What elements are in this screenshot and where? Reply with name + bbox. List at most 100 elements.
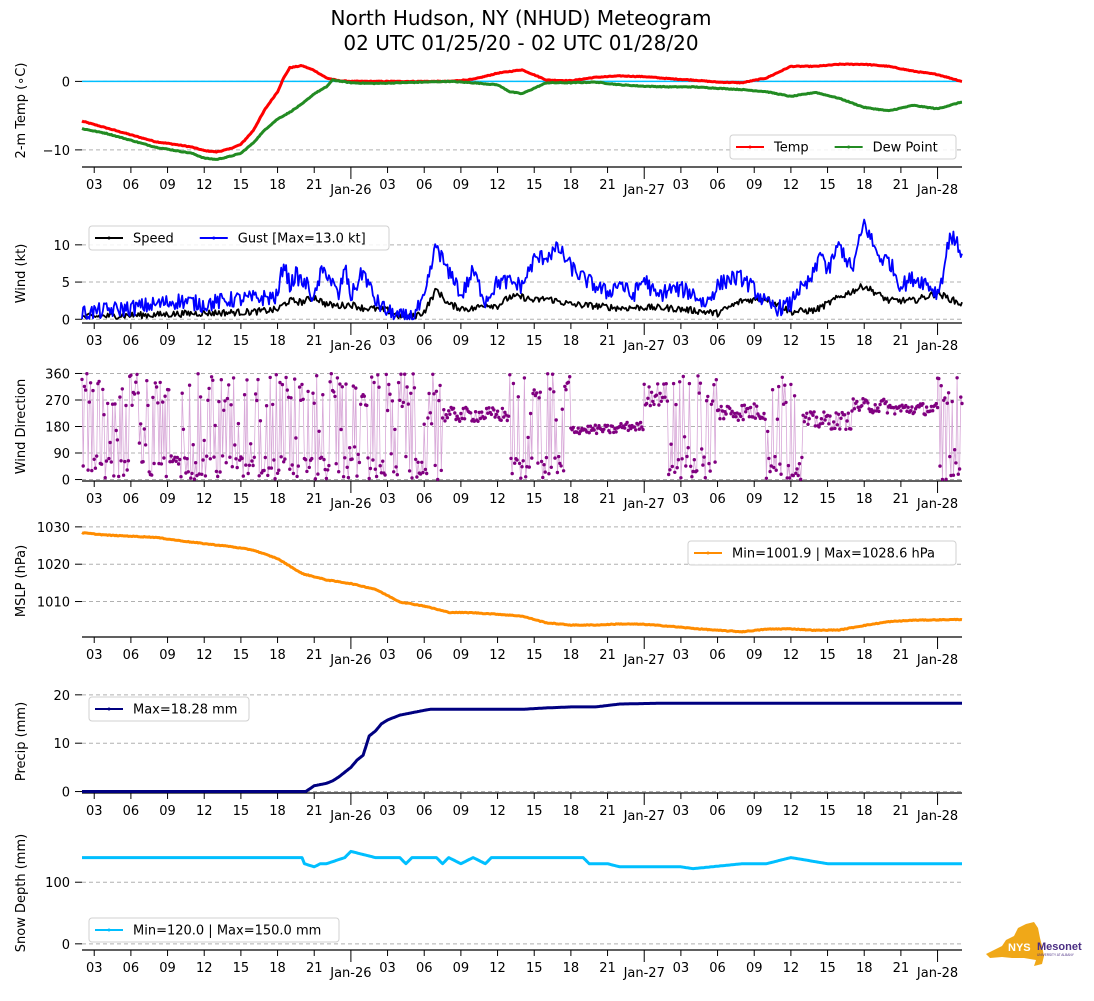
wind-direction-point — [316, 472, 320, 476]
wind-direction-point — [530, 456, 534, 460]
legend: Min=1001.9 | Max=1028.6 hPa — [687, 540, 957, 566]
y-tick-label: 1030 — [37, 521, 70, 536]
wind-direction-point — [437, 398, 441, 403]
wind-direction-point — [779, 472, 783, 476]
wind-direction-point — [676, 458, 681, 462]
wind-direction-point — [960, 401, 964, 406]
x-tick-label: 06 — [416, 961, 433, 976]
wind-direction-point — [152, 461, 156, 466]
wind-direction-point — [217, 399, 221, 404]
wind-direction-point — [777, 384, 781, 389]
wind-direction-point — [273, 477, 277, 481]
wind-direction-point — [269, 466, 274, 470]
x-tick-label: 03 — [673, 334, 690, 349]
x-tick-label: 12 — [196, 961, 213, 976]
wind-direction-point — [781, 402, 786, 406]
wind-direction-point — [197, 472, 201, 476]
series-line-speed — [81, 283, 963, 320]
wind-direction-point — [851, 397, 855, 401]
y-tick-label: 0 — [62, 474, 70, 489]
wind-direction-point — [81, 464, 85, 468]
wind-direction-point — [827, 422, 831, 426]
x-tick-label: 06 — [123, 804, 140, 819]
wind-direction-point — [680, 457, 684, 461]
wind-direction-point — [552, 390, 556, 394]
wind-direction-point — [817, 425, 821, 429]
wind-direction-point — [553, 456, 557, 460]
x-date-label: Jan-26 — [329, 809, 371, 824]
wind-direction-point — [244, 463, 248, 467]
wind-direction-point — [502, 415, 506, 419]
series-line-min-1001-9-max-1028-6-hpa — [81, 531, 963, 634]
x-tick-label: 06 — [416, 804, 433, 819]
x-tick-label: 03 — [379, 961, 396, 976]
wind-direction-point — [213, 423, 217, 428]
wind-direction-point — [179, 475, 183, 479]
wind-direction-point — [150, 473, 154, 477]
wind-direction-point — [679, 476, 683, 480]
wind-direction-point — [695, 469, 699, 473]
wind-direction-point — [384, 372, 388, 377]
wind-direction-point — [242, 393, 247, 397]
wind-direction-point — [469, 411, 473, 415]
wind-direction-point — [626, 428, 630, 433]
wind-direction-point — [219, 378, 223, 382]
wind-direction-point — [678, 380, 682, 384]
wind-direction-point — [332, 390, 336, 394]
wind-direction-point — [906, 405, 910, 409]
wind-direction-point — [190, 471, 194, 476]
legend-label: Temp — [773, 141, 809, 156]
chart-title-line1: North Hudson, NY (NHUD) Meteogram — [330, 6, 712, 30]
x-tick-label: 21 — [306, 648, 323, 663]
wind-direction-point — [522, 376, 527, 380]
wind-direction-point — [535, 391, 539, 395]
wind-direction-point — [904, 403, 908, 408]
wind-direction-point — [394, 465, 398, 469]
wind-direction-point — [554, 418, 558, 422]
x-tick-label: 03 — [379, 804, 396, 819]
wind-direction-point — [425, 471, 429, 476]
x-tick-label: 03 — [673, 178, 690, 193]
wind-direction-point — [208, 457, 212, 461]
wind-direction-point — [444, 413, 448, 417]
x-tick-label: 06 — [709, 334, 726, 349]
x-date-label: Jan-28 — [916, 809, 958, 824]
legend: Temp Dew Point — [729, 134, 957, 160]
wind-direction-point — [561, 469, 566, 473]
x-tick-label: 15 — [526, 178, 543, 193]
wind-direction-point — [293, 377, 297, 381]
x-tick-label: 21 — [306, 804, 323, 819]
wind-direction-point — [390, 399, 395, 403]
x-tick-label: 15 — [233, 804, 250, 819]
wind-direction-point — [667, 472, 671, 477]
x-tick-label: 18 — [856, 178, 873, 193]
x-tick-label: 03 — [86, 648, 103, 663]
x-tick-label: 15 — [819, 648, 836, 663]
legend-marker — [107, 928, 111, 932]
x-date-label: Jan-27 — [623, 653, 665, 668]
wind-direction-point — [532, 388, 536, 392]
x-tick-label: 15 — [819, 178, 836, 193]
x-tick-label: 21 — [306, 334, 323, 349]
wind-direction-point — [258, 419, 263, 423]
wind-direction-point — [366, 456, 370, 460]
y-axis-label: MSLP (hPa) — [14, 545, 29, 617]
wind-direction-point — [822, 410, 826, 414]
y-tick-label: 100 — [45, 876, 70, 891]
wind-direction-point — [844, 427, 848, 431]
x-tick-label: 15 — [233, 648, 250, 663]
wind-direction-point — [912, 410, 916, 414]
wind-direction-point — [377, 385, 381, 389]
wind-direction-point — [187, 383, 192, 387]
wind-direction-point — [924, 405, 929, 409]
wind-direction-point — [339, 427, 343, 432]
wind-direction-point — [458, 419, 462, 423]
wind-direction-point — [602, 427, 606, 431]
wind-direction-point — [234, 457, 238, 461]
wind-direction-point — [850, 409, 854, 413]
panel-mslp: 1010 1020 1030 MSLP (hPa) 03 06 09 12 15 18 21 Jan-… — [14, 521, 963, 668]
wind-direction-point — [154, 385, 159, 389]
wind-direction-point — [407, 469, 412, 473]
wind-direction-point — [124, 403, 128, 408]
wind-direction-point — [945, 401, 949, 405]
